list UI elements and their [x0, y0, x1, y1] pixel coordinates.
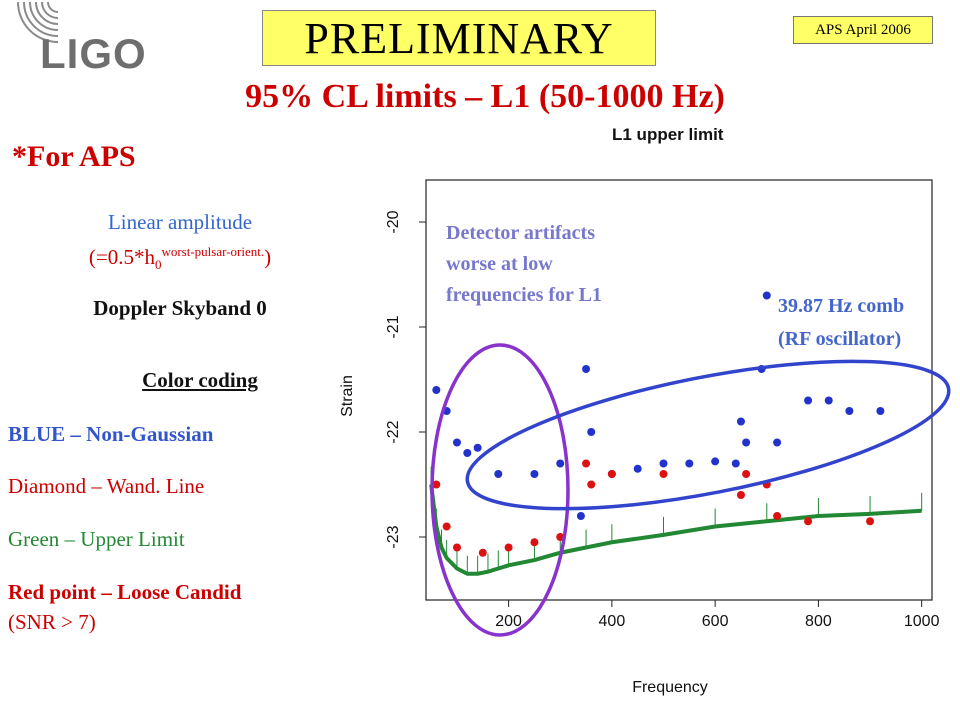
x-axis-label: Frequency	[632, 679, 708, 696]
comb-highlight-ellipse	[465, 359, 951, 511]
logo-swirl-icon	[17, 1, 59, 43]
artifacts-line-1: Detector artifacts	[446, 222, 595, 244]
loose-candidate-point	[736, 491, 745, 499]
formula-prefix: (=0.5*h	[88, 245, 155, 269]
formula-subscript: 0	[154, 257, 162, 273]
amplitude-formula: (=0.5*h0worst-pulsar-orient.)	[0, 244, 360, 273]
legend-snr: (SNR > 7)	[8, 610, 96, 634]
loose-candidate-point	[530, 538, 539, 547]
x-tick-label: 400	[599, 613, 626, 630]
non-gaussian-point	[473, 443, 482, 452]
x-tick-label: 800	[805, 613, 832, 630]
conference-badge: APS April 2006	[793, 16, 933, 44]
artifacts-annotation: Detector artifacts worse at low frequenc…	[446, 218, 602, 311]
loose-candidate-point	[866, 517, 875, 526]
legend-blue: BLUE – Non-Gaussian	[8, 422, 214, 446]
loose-candidate-point	[607, 470, 616, 478]
linear-amplitude-label: Linear amplitude	[107, 210, 253, 234]
non-gaussian-point	[736, 417, 745, 426]
x-tick-label: 600	[702, 613, 729, 630]
y-tick-label: -20	[385, 210, 402, 233]
strain-chart: 200 400 600 800 1000 -20 -21 -22 -23 Frequency S…	[339, 179, 951, 696]
non-gaussian-point	[659, 459, 668, 468]
legend-diamond: Diamond – Wand. Line	[8, 474, 205, 498]
loose-candidate-point	[442, 522, 451, 531]
non-gaussian-point	[576, 512, 585, 520]
preliminary-banner: PRELIMINARY	[262, 10, 656, 66]
non-gaussian-point	[773, 438, 782, 447]
non-gaussian-point	[845, 407, 854, 415]
non-gaussian-point	[876, 407, 885, 415]
ligo-logo	[8, 0, 158, 80]
artifact-highlight-ellipse	[430, 343, 570, 637]
loose-candidate-point	[432, 480, 441, 489]
color-coding-heading: Color coding	[142, 368, 258, 392]
loose-candidate-point	[587, 480, 596, 489]
non-gaussian-point	[685, 459, 694, 468]
comb-annotation: 39.87 Hz comb (RF oscillator)	[778, 290, 904, 356]
non-gaussian-point	[824, 396, 833, 405]
non-gaussian-point	[432, 386, 441, 394]
non-gaussian-point	[530, 470, 539, 478]
comb-line-1: 39.87 Hz comb	[778, 295, 905, 317]
artifacts-line-2: worse at low	[446, 253, 553, 275]
legend-red: Red point – Loose Candid	[8, 580, 242, 604]
non-gaussian-point	[494, 470, 503, 478]
non-gaussian-point	[762, 291, 771, 300]
x-tick-label: 200	[495, 613, 522, 630]
legend-green: Green – Upper Limit	[8, 527, 185, 551]
non-gaussian-point	[711, 457, 720, 466]
non-gaussian-point	[463, 449, 472, 457]
loose-candidate-point	[742, 470, 751, 478]
plot-frame	[425, 179, 933, 601]
loose-candidate-point	[659, 470, 668, 478]
slide-title: 95% CL limits – L1 (50-1000 Hz)	[245, 78, 725, 115]
formula-superscript: worst-pulsar-orient.	[161, 244, 265, 259]
loose-candidate-point	[556, 533, 565, 541]
non-gaussian-point	[556, 459, 565, 468]
loose-candidate-point	[582, 459, 591, 468]
artifacts-line-3: frequencies for L1	[446, 284, 602, 306]
non-gaussian-point	[731, 459, 740, 468]
loose-candidate-point	[504, 543, 513, 552]
loose-candidate-point	[478, 548, 487, 557]
loose-candidate-point	[452, 543, 461, 552]
x-tick-label: 1000	[904, 613, 940, 630]
loose-candidate-point	[773, 512, 782, 520]
for-aps-heading: *For APS	[12, 140, 136, 173]
y-tick-label: -23	[385, 525, 402, 548]
non-gaussian-point	[633, 464, 642, 473]
upper-limit-line	[429, 484, 922, 576]
logo-text: LIGO	[40, 30, 147, 77]
y-tick-label: -22	[385, 420, 402, 443]
non-gaussian-point	[582, 365, 591, 373]
formula-suffix: )	[264, 245, 272, 269]
doppler-label: Doppler Skyband 0	[93, 296, 267, 320]
chart-title: L1 upper limit	[612, 125, 724, 144]
non-gaussian-point	[742, 438, 751, 447]
y-tick-label: -21	[385, 315, 402, 338]
non-gaussian-point	[804, 396, 813, 405]
y-axis-label: Strain	[339, 375, 356, 417]
comb-line-2: (RF oscillator)	[778, 328, 902, 350]
loose-candidate-point	[804, 517, 813, 526]
non-gaussian-point	[452, 438, 461, 447]
non-gaussian-point	[587, 428, 596, 436]
